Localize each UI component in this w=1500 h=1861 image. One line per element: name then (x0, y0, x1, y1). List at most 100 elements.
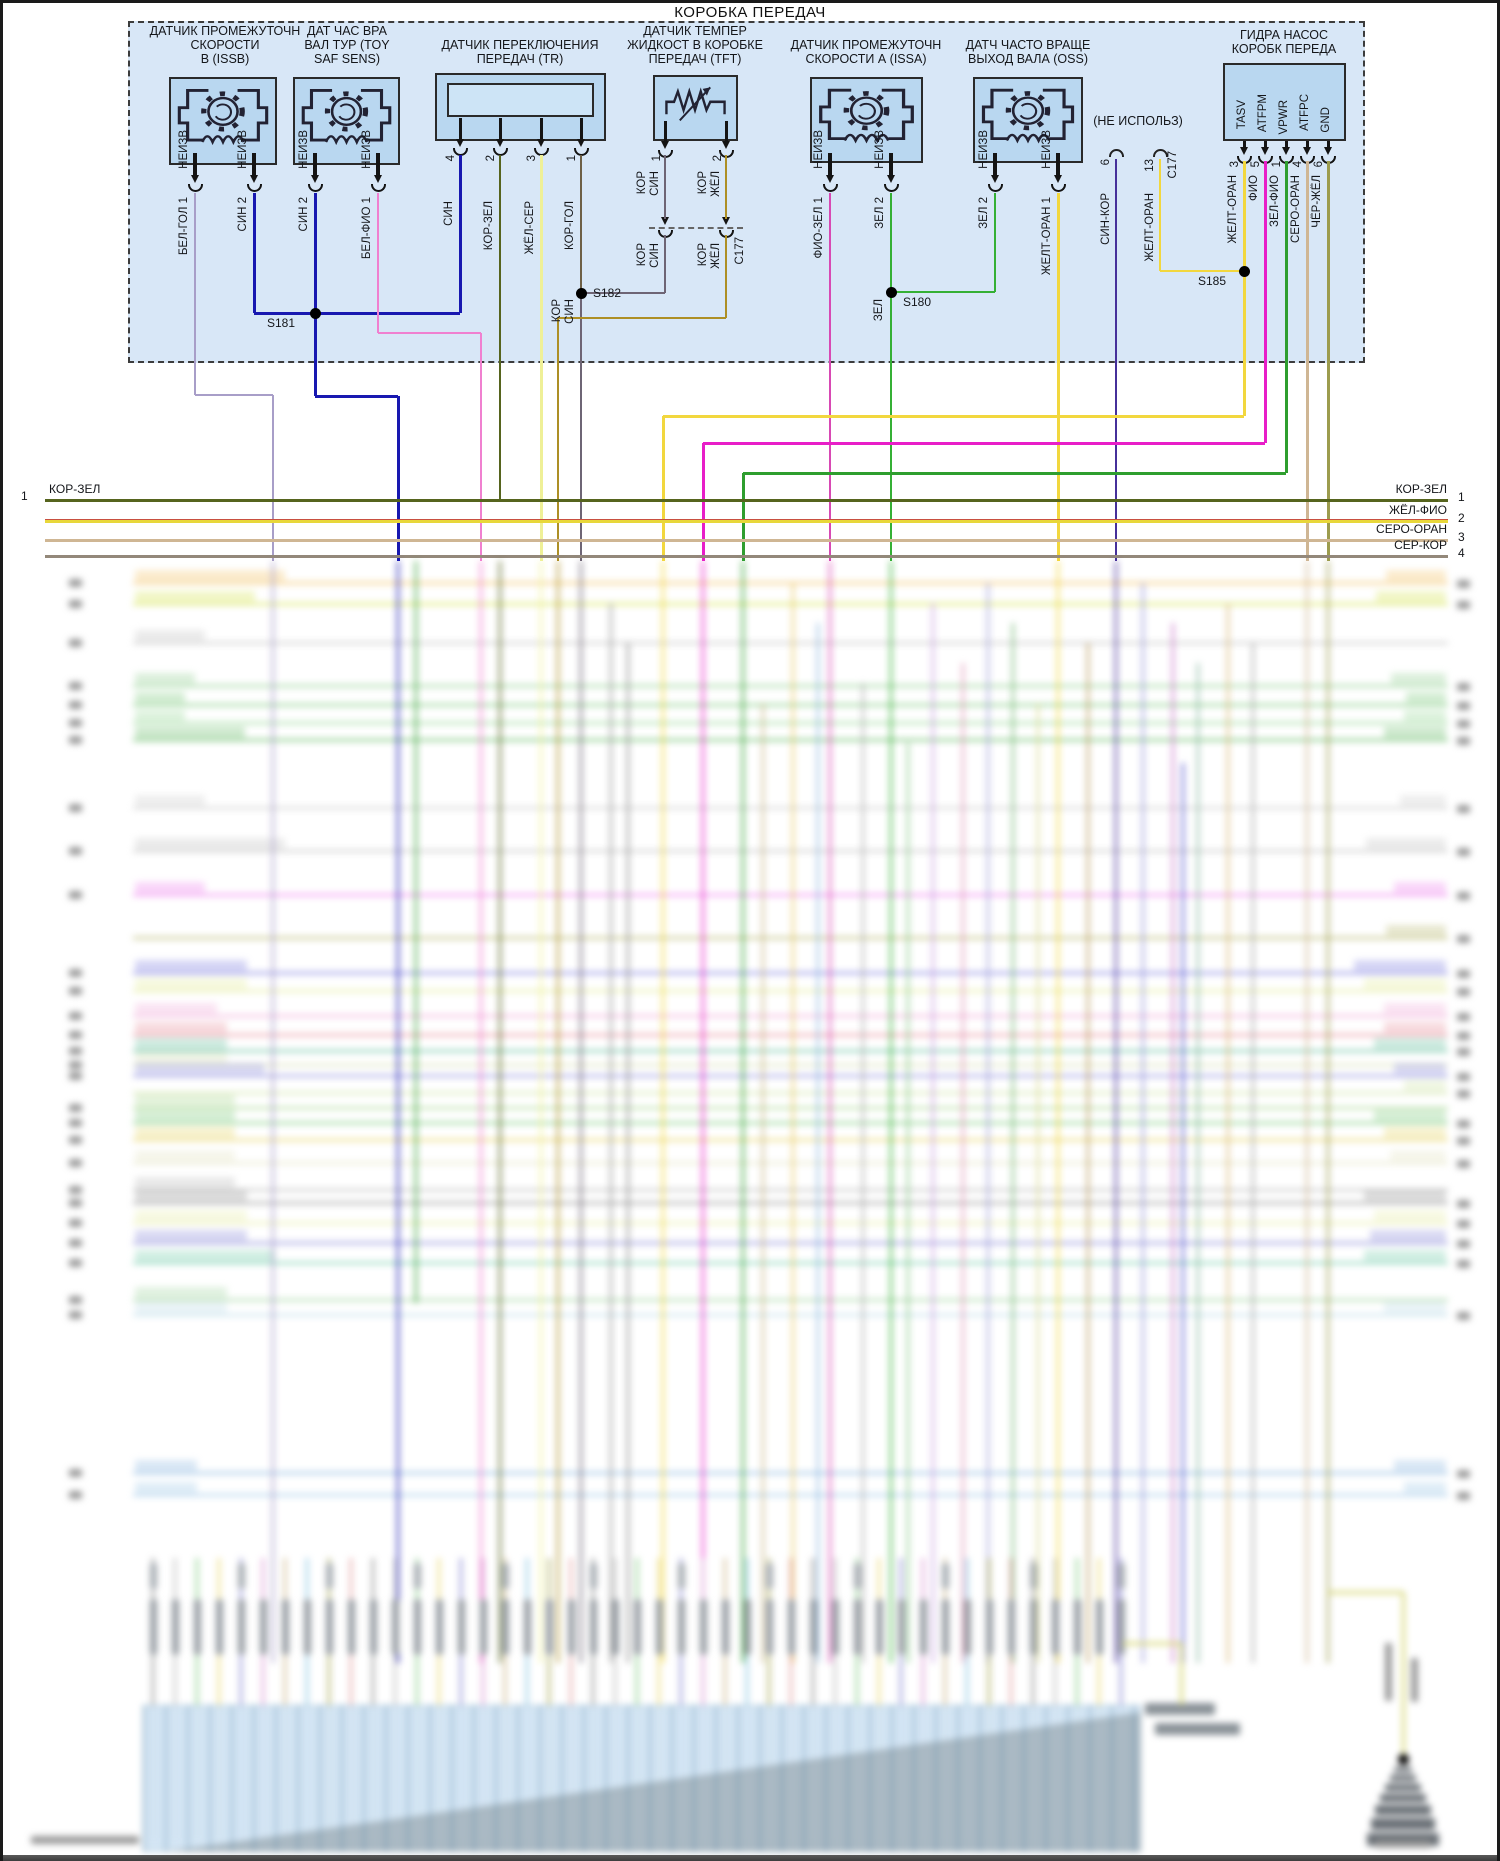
bus-wire (45, 498, 1448, 502)
blur-left-label (135, 1052, 227, 1063)
wire-color-label: БЕЛ-ГОЛ 1 (178, 197, 190, 256)
blur-v-wire (1114, 561, 1118, 1663)
blur-left-number (69, 579, 82, 587)
blur-left-label (135, 882, 205, 893)
blur-left-number (69, 1259, 82, 1267)
wire-color-label: ЖЁЛ (710, 171, 722, 197)
blur-pin-drop (921, 1558, 925, 1838)
blur-left-label (135, 1482, 197, 1493)
blur-pin-drop (811, 1558, 815, 1838)
wire-color-label: ЧЁР-ЖЁЛ (1311, 175, 1323, 228)
blur-v-wire (1056, 561, 1060, 1663)
splice-S181 (309, 307, 321, 319)
top-circuit-layer: ДАТЧИК ПРОМЕЖУТОЧН СКОРОСТИ В (ISSB) НЕИЗВ Б… (3, 3, 1497, 563)
blur-right-number (1457, 1073, 1470, 1081)
blur-right-label (1390, 1150, 1446, 1161)
wire (396, 396, 400, 561)
wire-color-label: КОР-ЗЕЛ (483, 201, 495, 251)
blur-band-side-label (1155, 1723, 1240, 1735)
blur-left-number (69, 1311, 82, 1319)
blur-pin-label-2 (149, 1563, 157, 1589)
wire-color-label: ЖЕЛТ-ОРАН (1227, 175, 1239, 244)
blur-pin-label (347, 1599, 355, 1655)
wire (724, 235, 728, 318)
pin-number: 1 (1271, 161, 1283, 168)
blur-left-number (69, 639, 82, 647)
blur-v-wire (931, 603, 935, 1663)
component-box-oss (973, 77, 1083, 163)
blur-left-label (135, 1003, 217, 1014)
splice-label: S185 (1198, 274, 1227, 288)
bus-label-left: КОР-ЗЕЛ (49, 482, 101, 496)
blur-h-wire (133, 684, 1448, 688)
wire (741, 473, 745, 561)
blur-pin-label (853, 1599, 861, 1655)
wire-color-label: ФИО (1248, 175, 1260, 201)
arrow-down-icon (536, 139, 545, 147)
blur-left-label (135, 727, 245, 738)
net-label: ЗЕЛ (873, 299, 885, 322)
splice-label: S181 (267, 316, 296, 330)
blur-right-number (1457, 1048, 1470, 1056)
ground-label-blob (1411, 1658, 1418, 1702)
blur-right-label (1384, 1127, 1446, 1138)
pin-number: 4 (1292, 161, 1304, 168)
blur-v-wire (701, 561, 705, 1663)
blur-left-label (135, 1287, 227, 1298)
component-title: СКОРОСТИ (190, 38, 260, 52)
blur-left-label (135, 630, 205, 641)
blur-left-label (135, 1022, 227, 1033)
blur-left-number (69, 701, 82, 709)
arrow-down-icon (1053, 175, 1062, 183)
blur-right-number (1457, 683, 1470, 691)
blur-right-number (1457, 1160, 1470, 1168)
bus-number-right: 1 (1458, 490, 1465, 504)
blur-right-number (1457, 737, 1470, 745)
blur-pin-drop (327, 1558, 331, 1838)
blur-pin-drop (459, 1558, 463, 1838)
tr-lead (579, 118, 583, 139)
component-title: ВЫХОД ВАЛА (OSS) (968, 52, 1088, 66)
pin-connector-label: НЕИЗВ (1041, 129, 1053, 169)
blur-right-label (1374, 1110, 1446, 1121)
blur-pin-drop (173, 1558, 177, 1838)
blur-v-wire (741, 561, 745, 1663)
wire (1326, 161, 1330, 561)
blur-h-wire (133, 1188, 1448, 1192)
arrow-down-icon (190, 175, 199, 183)
sensor-lead (993, 153, 997, 175)
blur-pin-label (897, 1599, 905, 1655)
blur-pin-label (633, 1599, 641, 1655)
blur-right-number (1457, 702, 1470, 710)
bus-label-right: КОР-ЗЕЛ (1395, 482, 1447, 496)
component-title: ПЕРЕДАЧ (TFT) (648, 52, 742, 66)
blur-pin-drop (195, 1558, 199, 1838)
blur-right-number (1457, 935, 1470, 943)
connector-cap-icon (1108, 149, 1124, 157)
arrow-down-icon (660, 141, 669, 149)
blurred-lower-section (3, 560, 1497, 1856)
wire-color-label: ФИО-ЗЕЛ 1 (813, 197, 825, 259)
diagram-title: КОРОБКА ПЕРЕДАЧ (674, 4, 826, 21)
connector-cup-icon (307, 184, 323, 192)
wire-color-label: КОР (697, 243, 709, 267)
blur-h-wire (133, 1049, 1448, 1053)
arrow-down-icon (990, 175, 999, 183)
blur-pin-drop (679, 1558, 683, 1838)
blur-left-number (69, 969, 82, 977)
arrow-down-icon (721, 141, 730, 149)
blur-h-wire (133, 641, 1448, 645)
ground-dot (1397, 1753, 1409, 1765)
pin-number: 1 (566, 155, 578, 162)
wire (663, 414, 1244, 418)
component-title: ДАТЧИК ПРОМЕЖУТОЧН (149, 24, 301, 38)
blur-h-wire (133, 1014, 1448, 1018)
blur-pin-drop (217, 1558, 221, 1838)
pin-connector-label: НЕИЗВ (178, 129, 190, 169)
arrow-down-icon (825, 175, 834, 183)
blur-pin-label (193, 1599, 201, 1655)
blur-pin-drop (767, 1558, 771, 1838)
wire-color-label: ЖЁЛ (710, 243, 722, 269)
blur-v-wire (609, 603, 613, 1663)
blur-right-label (1384, 1302, 1446, 1313)
